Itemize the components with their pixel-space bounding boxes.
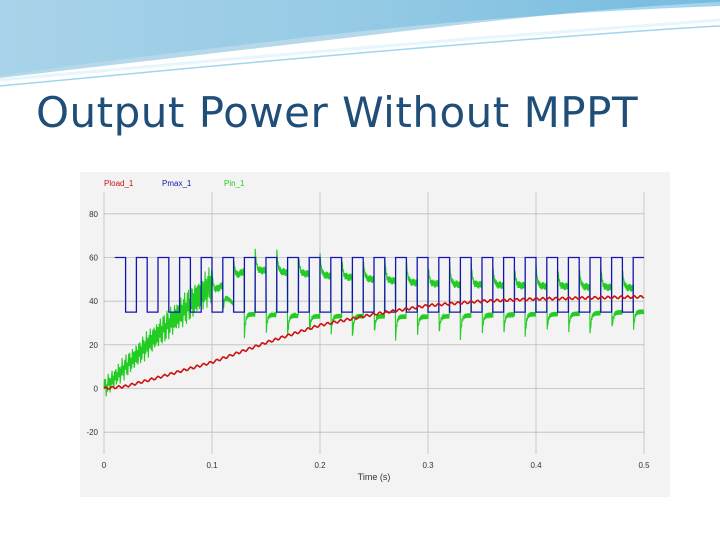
x-tick-label: 0.5 [638,461,650,470]
banner-line [0,18,720,82]
x-tick-label: 0.3 [422,461,434,470]
banner-swoosh-dark [0,0,720,78]
legend-label-pin_1: Pin_1 [224,179,245,188]
banner-swoosh-light [0,0,720,76]
x-tick-label: 0.4 [530,461,542,470]
y-tick-label: 40 [89,297,98,306]
series-line-pmax [114,256,644,313]
banner-line-2 [0,25,720,87]
legend-label-pmax_1: Pmax_1 [162,179,192,188]
y-tick-label: -20 [86,428,98,437]
y-tick-label: 60 [89,254,98,263]
y-tick-label: 20 [89,341,98,350]
y-tick-label: 80 [89,210,98,219]
series-line-pload [103,294,645,390]
x-axis-label: Time (s) [358,472,391,482]
x-tick-label: 0.1 [206,461,218,470]
slide-banner [0,0,720,87]
power-chart: -20 0 20 40 60 80 0 0.1 0.2 0.3 0.4 0.5 Time (s) Ploa… [86,179,650,482]
plot-frame: -20 0 20 40 60 80 0 0.1 0.2 0.3 0.4 0.5 Time (s) Ploa… [80,172,670,497]
slide-title: Output Power Without MPPT [36,88,639,137]
y-tick-label: 0 [94,385,99,394]
x-tick-label: 0.2 [314,461,326,470]
x-tick-label: 0 [102,461,107,470]
legend-label-pload_1: Pload_1 [104,179,134,188]
